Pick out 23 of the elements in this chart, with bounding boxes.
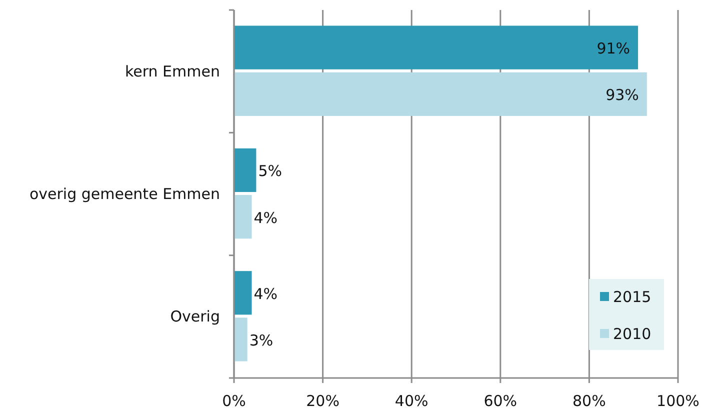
text: 91% [596, 40, 630, 58]
x-tick-label: 40% [394, 392, 428, 409]
bar [234, 271, 252, 315]
text: 3% [249, 331, 274, 350]
text: 5% [258, 162, 282, 180]
text: 4% [254, 284, 278, 303]
x-tick-label: 20% [306, 392, 340, 409]
x-tick-label: 60% [484, 392, 518, 409]
bar [234, 195, 252, 239]
x-tick-label: 100% [656, 392, 700, 409]
x-tick-label: 80% [572, 392, 606, 409]
text: 4% [254, 208, 278, 227]
bar [234, 318, 248, 362]
y-tick-label: Overig [170, 308, 220, 326]
legend-label: 2010 [613, 325, 652, 343]
y-tick-label: kern Emmen [125, 62, 220, 80]
bar [234, 26, 638, 70]
x-tick-label: 0% [222, 392, 246, 409]
bar [234, 148, 256, 192]
text: 93% [606, 86, 639, 104]
y-tick-label: overig gemeente Emmen [29, 185, 220, 203]
bar [234, 72, 647, 116]
legend-label: 2015 [613, 288, 652, 306]
